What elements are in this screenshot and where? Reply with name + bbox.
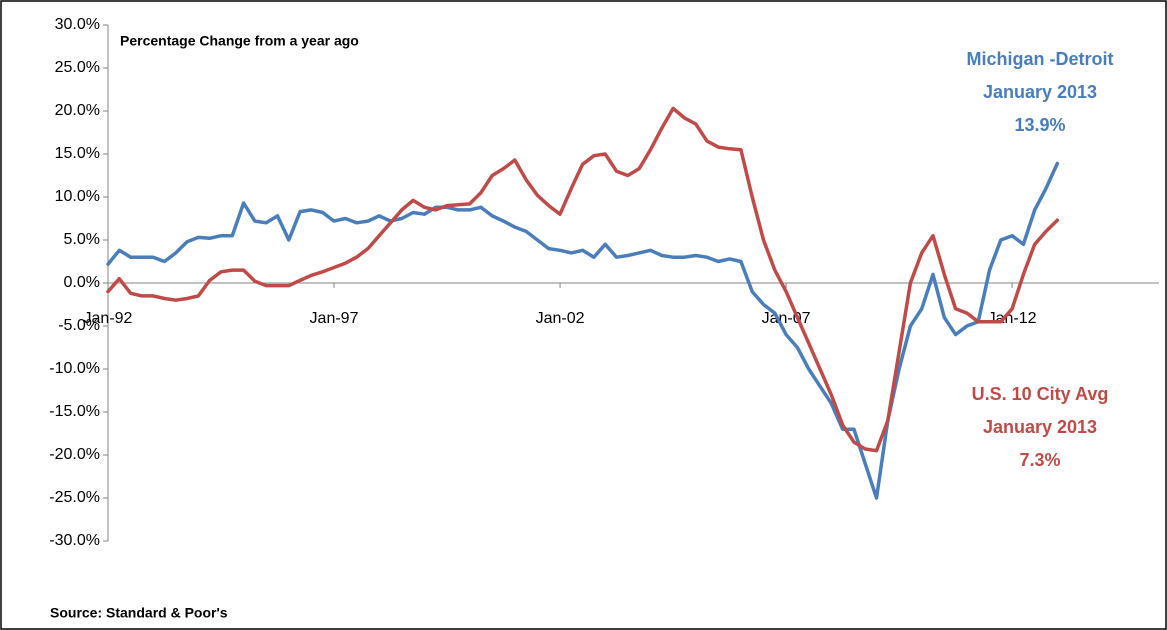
y-tick-label: -10.0%: [49, 360, 100, 377]
data-line: [106, 161, 1060, 500]
annotation: 7.3%: [1019, 450, 1060, 470]
x-tick-label: Jan-07: [762, 310, 811, 327]
y-tick-label: -5.0%: [58, 317, 100, 334]
x-tick-label: Jan-92: [84, 310, 133, 327]
y-tick-label: 0.0%: [64, 274, 100, 291]
x-tick-label: Jan-12: [988, 310, 1037, 327]
annotation: U.S. 10 City Avg: [972, 384, 1109, 404]
y-tick-label: 30.0%: [55, 16, 100, 33]
x-tick-label: Jan-97: [310, 310, 359, 327]
annotation: January 2013: [983, 417, 1097, 437]
source-note: Source: Standard & Poor's: [50, 605, 228, 621]
chart-subtitle: Percentage Change from a year ago: [120, 33, 359, 49]
data-line: [106, 106, 1060, 453]
y-tick-label: 5.0%: [64, 231, 100, 248]
y-tick-label: 15.0%: [55, 145, 100, 162]
annotation: January 2013: [983, 82, 1097, 102]
y-tick-label: 20.0%: [55, 102, 100, 119]
annotation: Michigan -Detroit: [967, 49, 1114, 69]
annotation: 13.9%: [1014, 115, 1065, 135]
y-tick-label: -25.0%: [49, 489, 100, 506]
y-tick-label: 25.0%: [55, 59, 100, 76]
y-tick-label: -20.0%: [49, 446, 100, 463]
x-tick-label: Jan-02: [536, 310, 585, 327]
y-tick-label: 10.0%: [55, 188, 100, 205]
y-tick-label: -15.0%: [49, 403, 100, 420]
y-tick-label: -30.0%: [49, 532, 100, 549]
